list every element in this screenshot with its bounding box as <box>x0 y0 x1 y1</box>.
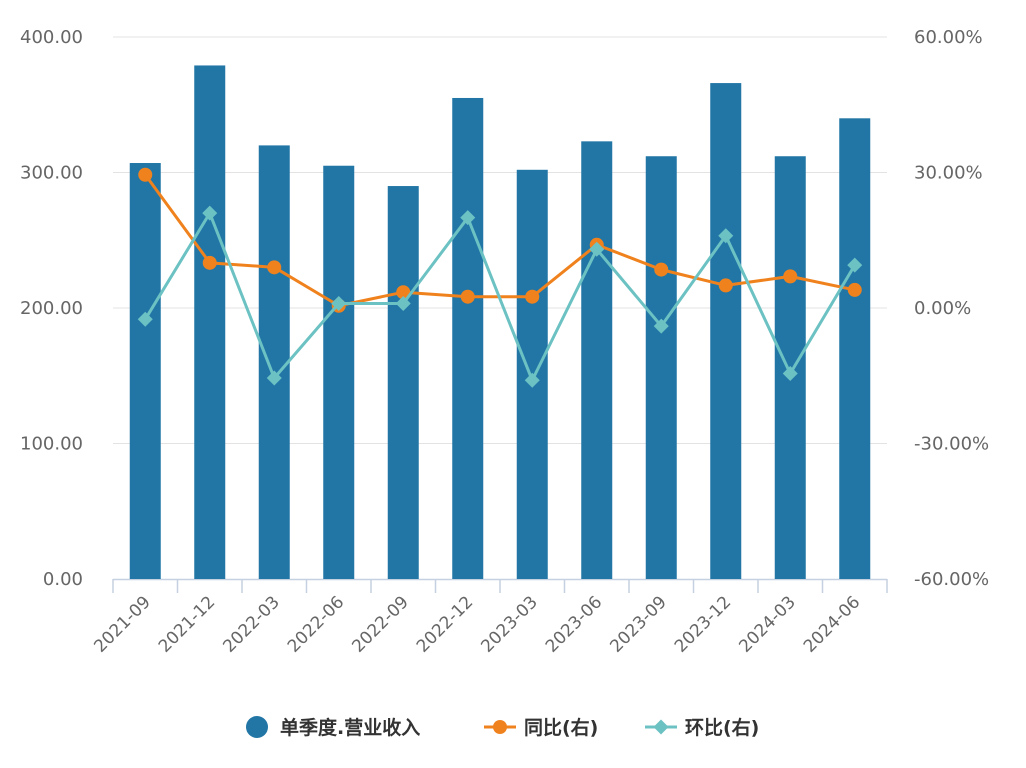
qoq-point <box>331 295 347 311</box>
bar <box>452 97 484 579</box>
yoy-point <box>267 260 282 275</box>
qoq-point <box>524 372 540 388</box>
y-right-tick-label: 60.00% <box>914 27 983 48</box>
bar <box>323 165 355 579</box>
legend-marker-qoq <box>653 719 669 735</box>
x-tick-label: 2021-09 <box>90 592 154 656</box>
x-tick-label: 2022-03 <box>219 592 283 656</box>
qoq-point <box>718 228 734 244</box>
legend-marker-revenue <box>246 716 268 738</box>
y-right-tick-label: -30.00% <box>914 434 989 455</box>
bar <box>129 163 161 579</box>
qoq-point <box>589 241 605 257</box>
x-tick-label: 2022-06 <box>284 592 348 656</box>
x-tick-label: 2023-09 <box>606 592 670 656</box>
y-left-tick-label: 300.00 <box>20 163 83 184</box>
yoy-point <box>396 285 411 300</box>
yoy-point <box>783 269 798 284</box>
x-tick-label: 2023-12 <box>671 592 735 656</box>
legend-label-yoy: 同比(右) <box>524 716 598 739</box>
gridlines <box>113 36 887 444</box>
bar <box>645 156 677 580</box>
x-tick-label: 2021-12 <box>155 592 219 656</box>
y-left-tick-label: 100.00 <box>20 434 83 455</box>
yoy-point <box>654 262 669 277</box>
y-right-tick-label: 0.00% <box>914 298 971 319</box>
qoq-point <box>137 311 153 327</box>
y-left-tick-label: 200.00 <box>20 298 83 319</box>
yoy-point <box>138 167 153 182</box>
y-right-tick-label: 30.00% <box>914 163 983 184</box>
y-left-tick-label: 0.00 <box>43 569 83 590</box>
yoy-point <box>525 289 540 304</box>
bar <box>387 186 419 580</box>
legend-marker-yoy <box>493 720 507 734</box>
qoq-point <box>395 295 411 311</box>
qoq-line <box>143 211 857 382</box>
qoq-point <box>266 370 282 386</box>
legend-label-revenue: 单季度.营业收入 <box>280 716 420 739</box>
x-tick-label: 2023-03 <box>477 592 541 656</box>
bar <box>194 65 226 579</box>
bar <box>581 141 613 579</box>
qoq-point <box>782 365 798 381</box>
x-tick-label: 2024-03 <box>735 592 799 656</box>
x-tick-label: 2023-06 <box>542 592 606 656</box>
yoy-point <box>460 289 475 304</box>
y-right-tick-label: -60.00% <box>914 569 989 590</box>
y-left-tick-label: 400.00 <box>20 27 83 48</box>
bar <box>258 145 290 579</box>
yoy-point <box>847 282 862 297</box>
bar-series <box>129 65 871 580</box>
yoy-point <box>718 278 733 293</box>
axes <box>112 578 888 593</box>
qoq-point <box>847 257 863 273</box>
x-tick-label: 2022-12 <box>413 592 477 656</box>
qoq-point <box>202 205 218 221</box>
x-tick-label: 2024-06 <box>800 592 864 656</box>
line-series <box>137 167 863 388</box>
x-tick-label: 2022-09 <box>348 592 412 656</box>
yoy-point <box>202 255 217 270</box>
bar <box>710 83 742 579</box>
bar <box>839 118 871 580</box>
legend: 单季度.营业收入 同比(右) 环比(右) <box>246 716 759 739</box>
qoq-point <box>460 210 476 226</box>
qoq-point <box>653 318 669 334</box>
legend-label-qoq: 环比(右) <box>685 716 759 739</box>
